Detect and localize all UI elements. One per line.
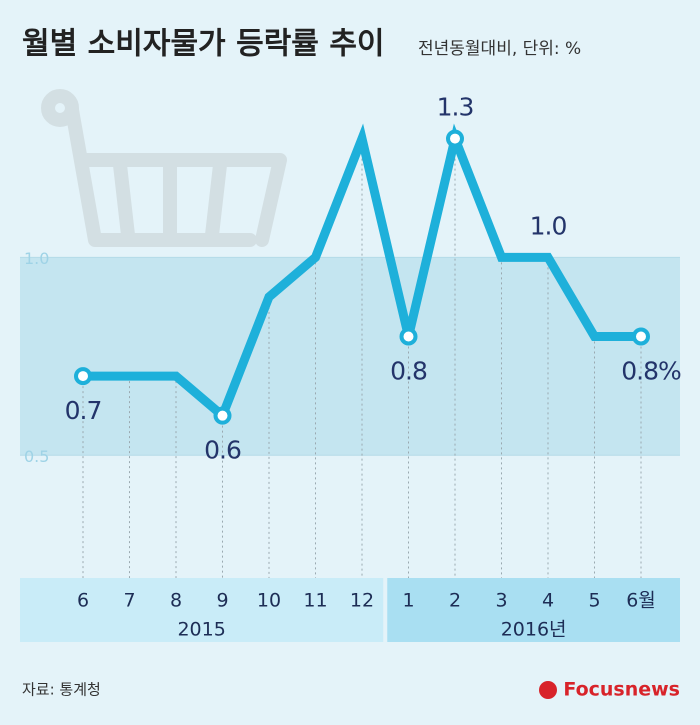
point-marker [399, 327, 418, 346]
value-label: 0.8% [621, 357, 681, 386]
point-marker [632, 327, 650, 346]
point-marker [446, 129, 464, 148]
value-label: 0.7 [65, 396, 102, 425]
x-tick-label: 11 [303, 590, 327, 612]
x-tick-label: 8 [170, 590, 182, 612]
reference-band [20, 257, 680, 456]
value-label: 1.3 [437, 93, 474, 122]
logo-mark [539, 681, 557, 699]
x-tick-label: 12 [350, 590, 374, 612]
x-tick-label: 4 [542, 590, 554, 612]
source: 자료: 통계청 [22, 681, 101, 699]
x-tick-label: 6월 [626, 590, 656, 612]
axis-group-bg [387, 578, 680, 642]
point-marker [74, 367, 92, 386]
x-group-label: 2016년 [501, 619, 567, 641]
x-tick-label: 1 [402, 590, 414, 612]
chart-subtitle: 전년동월대비, 단위: % [418, 39, 581, 59]
axis-group-bg [20, 578, 384, 642]
y-tick-label: 1.0 [24, 249, 49, 268]
line [78, 123, 646, 424]
value-label: 1.0 [530, 211, 567, 240]
logo: Focusnews [563, 679, 680, 701]
x-tick-label: 7 [123, 590, 135, 612]
y-tick-label: 0.5 [24, 447, 49, 466]
x-tick-label: 5 [588, 590, 600, 612]
x-group-label: 2015 [177, 619, 225, 641]
x-tick-label: 9 [216, 590, 228, 612]
chart-title: 월별 소비자물가 등락률 추이 [22, 27, 385, 62]
x-tick-label: 2 [449, 590, 461, 612]
x-tick-label: 10 [257, 590, 281, 612]
x-tick-label: 3 [495, 590, 507, 612]
value-label: 0.6 [204, 436, 241, 465]
x-tick-label: 6 [77, 590, 89, 612]
value-label: 0.8 [390, 357, 427, 386]
point-marker [213, 406, 232, 425]
